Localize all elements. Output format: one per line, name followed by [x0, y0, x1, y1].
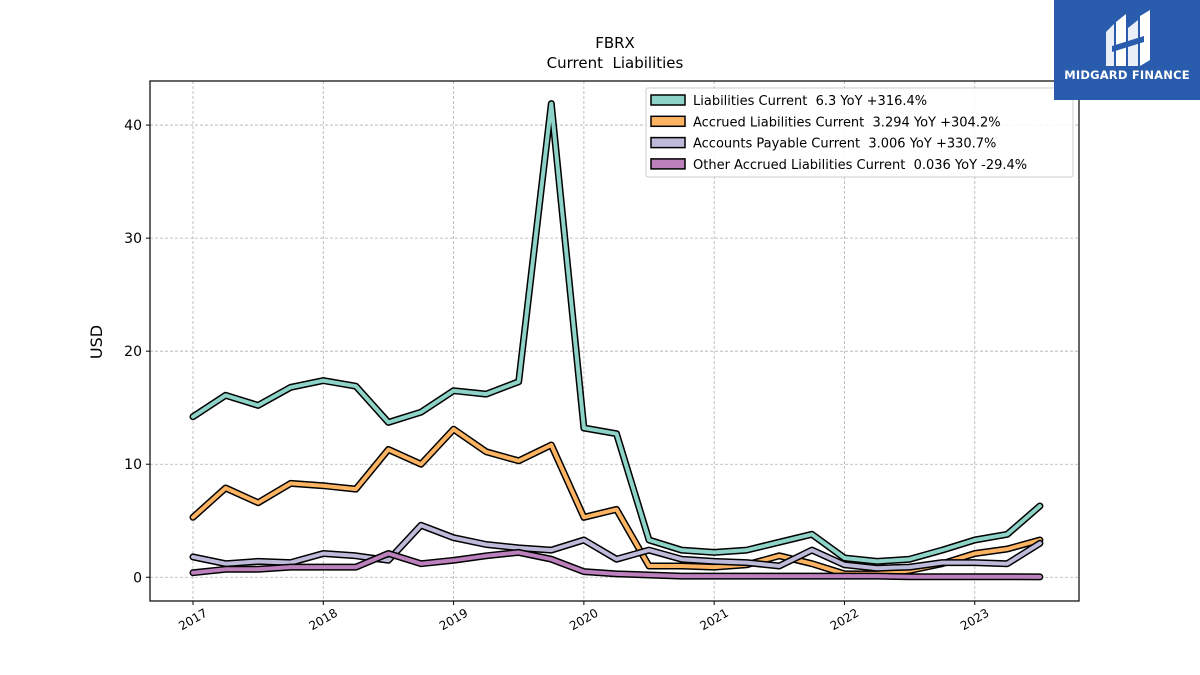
- y-tick-label: 0: [133, 570, 142, 586]
- x-tick-label: 2018: [307, 606, 340, 633]
- x-tick-label: 2019: [437, 606, 470, 633]
- series-layer: [189, 100, 1044, 581]
- legend: Liabilities Current 6.3 YoY +316.4% Accru…: [645, 87, 1074, 178]
- y-tick-label: 10: [124, 457, 142, 473]
- x-tick-label: 2022: [828, 606, 861, 633]
- legend-box: [645, 87, 1074, 178]
- x-tick-label: 2023: [958, 606, 991, 633]
- series-line-2: [191, 523, 1042, 571]
- legend-swatch: [650, 94, 686, 106]
- y-tick-label: 40: [124, 118, 142, 134]
- legend-swatch: [650, 136, 686, 149]
- y-axis: 0 10 20 30 40: [124, 118, 150, 586]
- legend-label: Liabilities Current 6.3 YoY +316.4%: [693, 94, 927, 109]
- plot-frame: [149, 80, 1080, 602]
- y-tick-label: 30: [124, 231, 142, 247]
- y-tick-label: 20: [124, 344, 142, 360]
- x-axis: 2017 2018 2019 2020 2021 2022 2023: [176, 601, 991, 633]
- series-line-3: [191, 550, 1042, 579]
- legend-label: Accrued Liabilities Current 3.294 YoY +3…: [693, 115, 1001, 130]
- series-line-0: [191, 101, 1042, 564]
- legend-swatch: [650, 158, 686, 170]
- x-tick-label: 2017: [176, 606, 209, 633]
- series-line-1: [191, 427, 1042, 576]
- x-tick-label: 2020: [567, 606, 600, 633]
- chart-title: FBRX: [595, 34, 635, 52]
- logo-mark-icon: [1106, 10, 1150, 66]
- y-axis-label: USD: [87, 325, 106, 359]
- chart-subtitle: Current Liabilities: [547, 54, 684, 72]
- legend-label: Accounts Payable Current 3.006 YoY +330.…: [693, 137, 996, 152]
- legend-label: Other Accrued Liabilities Current 0.036 …: [693, 158, 1027, 173]
- logo-text: MIDGARD FINANCE: [1064, 68, 1190, 82]
- legend-swatch: [650, 115, 686, 128]
- x-tick-label: 2021: [697, 606, 730, 633]
- midgard-finance-logo: MIDGARD FINANCE: [1054, 0, 1200, 100]
